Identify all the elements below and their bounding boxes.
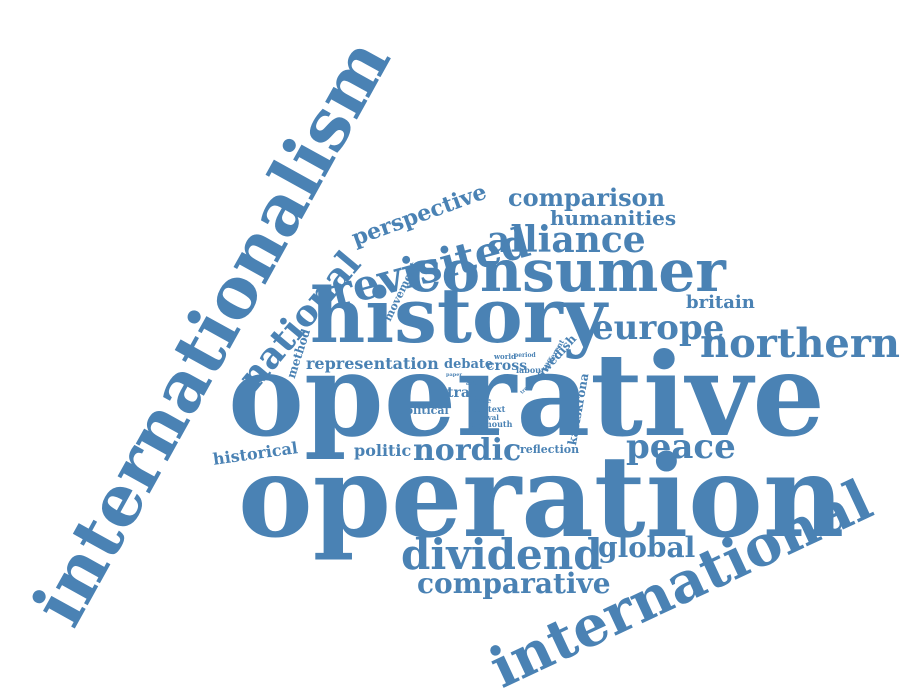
- word-art: art: [466, 380, 476, 387]
- word-world: world: [494, 352, 516, 361]
- word-political: political: [398, 404, 449, 417]
- word-cross: cross: [486, 358, 528, 374]
- word-labour: labour: [516, 365, 546, 375]
- word-operation: operation: [238, 432, 845, 563]
- word-reflection: reflection: [520, 443, 580, 456]
- word-history: history: [310, 271, 607, 360]
- word-debate: debate: [444, 357, 494, 372]
- word-operative: operative: [228, 328, 825, 462]
- word-society: society: [480, 428, 500, 434]
- word-peace: peace: [626, 427, 736, 467]
- word-britain: britain: [686, 292, 755, 313]
- word-case: case: [474, 396, 492, 405]
- word-alliance: alliance: [487, 219, 646, 261]
- word-global: global: [598, 531, 696, 564]
- word-humanities: humanities: [550, 206, 677, 230]
- word-dividend: dividend: [401, 530, 603, 579]
- word-northern: northern: [700, 320, 900, 367]
- word-comparison: comparison: [508, 183, 666, 212]
- word-tran: tran: [447, 385, 481, 401]
- word-context: context: [472, 404, 506, 414]
- word-politic: politic: [354, 441, 412, 460]
- word-consumer: consumer: [406, 237, 726, 305]
- word-naval: naval: [478, 413, 499, 422]
- word-period: period: [514, 352, 536, 359]
- word-plymouth: plymouth: [470, 419, 513, 429]
- word-comparative: comparative: [417, 567, 611, 600]
- word-europe: europe: [592, 308, 725, 348]
- word-paper: paper: [446, 372, 463, 378]
- word-representation: representation: [306, 354, 439, 373]
- word-nordic: nordic: [413, 433, 522, 468]
